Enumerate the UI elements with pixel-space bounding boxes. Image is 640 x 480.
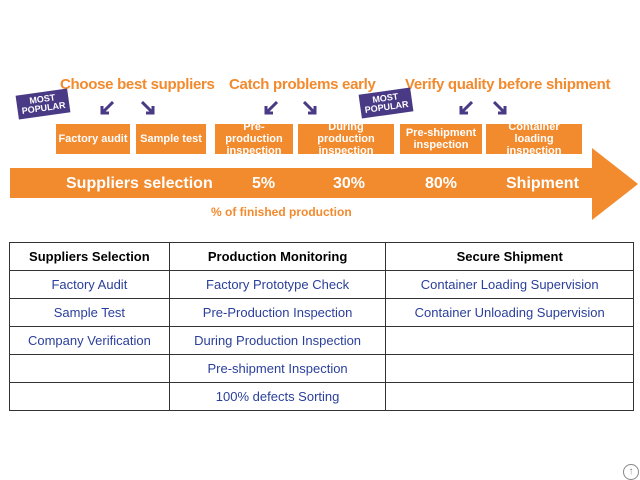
box-factory-audit: Factory audit <box>56 124 130 154</box>
watermark-icon: ↑ <box>623 464 639 480</box>
arrow-down-right-icon <box>303 101 317 115</box>
table-cell[interactable]: Container Loading Supervision <box>385 270 634 299</box>
band-shipment: Shipment <box>506 175 579 192</box>
heading-choose-suppliers: Choose best suppliers <box>60 76 215 93</box>
table-cell <box>385 382 634 411</box>
arrow-down-right-icon <box>141 101 155 115</box>
table-cell <box>385 326 634 355</box>
table-cell[interactable]: During Production Inspection <box>168 326 387 355</box>
table-cell[interactable]: Factory Prototype Check <box>168 270 387 299</box>
services-table: Suppliers Selection Production Monitorin… <box>9 242 634 411</box>
table-row: Company Verification During Production I… <box>9 326 634 355</box>
table-cell[interactable]: Pre-shipment Inspection <box>168 354 387 383</box>
table-row: Sample Test Pre-Production Inspection Co… <box>9 298 634 327</box>
column-header: Production Monitoring <box>168 242 387 271</box>
box-pre-shipment: Pre-shipment inspection <box>400 124 482 154</box>
table-cell <box>9 354 170 383</box>
band-percent-5: 5% <box>252 175 276 192</box>
table-cell[interactable]: Container Unloading Supervision <box>385 298 634 327</box>
band-percent-80: 80% <box>425 175 458 192</box>
band-percent-30: 30% <box>333 175 366 192</box>
box-pre-production: Pre-production inspection <box>215 121 293 157</box>
finished-production-caption: % of finished production <box>211 205 352 219</box>
table-cell[interactable]: 100% defects Sorting <box>168 382 387 411</box>
column-header: Secure Shipment <box>385 242 634 271</box>
box-sample-test: Sample test <box>136 124 206 154</box>
arrow-down-left-icon <box>264 101 278 115</box>
column-header: Suppliers Selection <box>9 242 170 271</box>
table-row: Pre-shipment Inspection <box>9 354 634 383</box>
heading-catch-problems: Catch problems early <box>229 76 376 93</box>
arrow-down-left-icon <box>459 101 473 115</box>
box-during-production: During production inspection <box>298 121 394 157</box>
table-cell[interactable]: Company Verification <box>9 326 170 355</box>
table-cell[interactable]: Sample Test <box>9 298 170 327</box>
arrow-down-left-icon <box>100 101 114 115</box>
table-cell[interactable]: Pre-Production Inspection <box>168 298 387 327</box>
heading-verify-quality: Verify quality before shipment <box>405 76 611 93</box>
table-cell[interactable]: Factory Audit <box>9 270 170 299</box>
table-row: 100% defects Sorting <box>9 382 634 411</box>
table-cell <box>385 354 634 383</box>
table-cell <box>9 382 170 411</box>
most-popular-badge: MOST POPULAR <box>15 88 71 120</box>
box-container-loading: Container loading inspection <box>486 121 582 157</box>
process-arrow-band <box>10 148 638 220</box>
arrow-down-right-icon <box>493 101 507 115</box>
band-suppliers-selection: Suppliers selection <box>66 175 213 192</box>
table-header-row: Suppliers Selection Production Monitorin… <box>9 242 634 271</box>
table-row: Factory Audit Factory Prototype Check Co… <box>9 270 634 299</box>
